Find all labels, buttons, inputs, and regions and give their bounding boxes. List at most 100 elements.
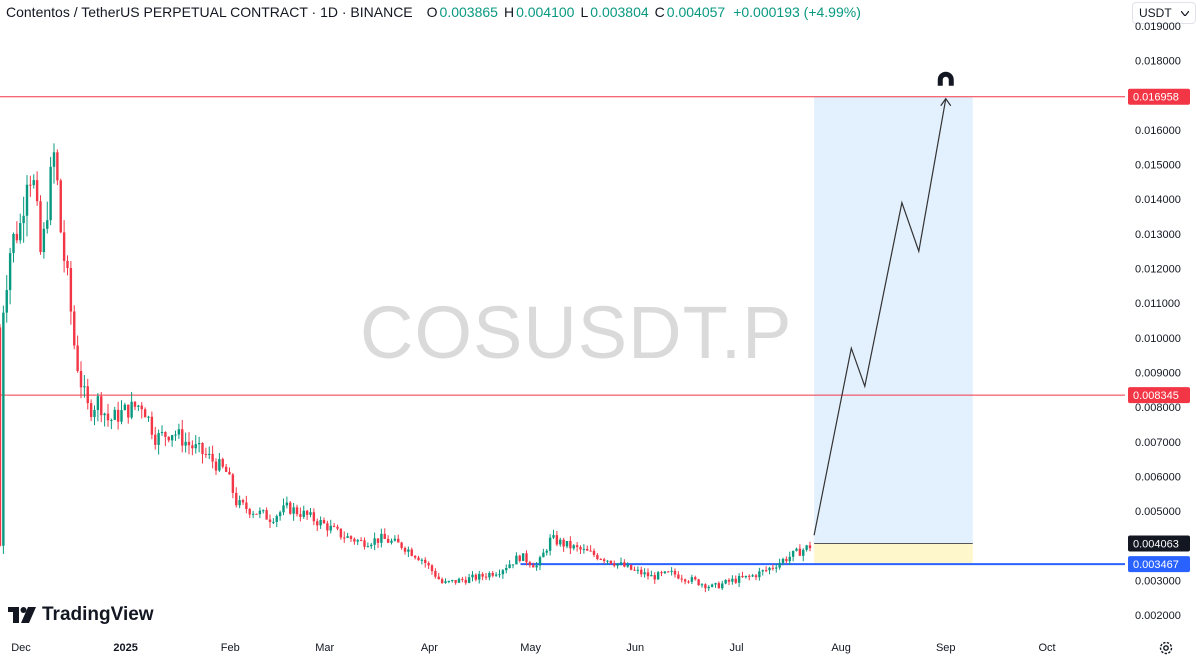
candle-body xyxy=(683,579,687,582)
candle-body xyxy=(808,545,812,549)
candle-body xyxy=(596,554,599,559)
candle-body xyxy=(407,549,410,552)
candle-body xyxy=(231,474,235,493)
candle-body xyxy=(464,579,467,583)
candle-body xyxy=(336,526,339,529)
candle-body xyxy=(140,405,143,410)
currency-selector[interactable]: USDT xyxy=(1132,2,1196,24)
candle-body xyxy=(640,569,643,575)
candle-body xyxy=(96,396,100,410)
candle-body xyxy=(22,215,25,224)
candle-body xyxy=(5,290,8,313)
candle-body xyxy=(258,510,262,515)
candles-group xyxy=(0,143,812,593)
candle-body xyxy=(386,538,390,543)
candle-body xyxy=(278,512,282,517)
projection-target-zone xyxy=(814,96,973,544)
candle-body xyxy=(758,571,761,578)
candle-body xyxy=(76,345,79,372)
candle-body xyxy=(694,577,697,580)
candle-body xyxy=(484,576,488,578)
time-tick-label: Mar xyxy=(315,642,334,654)
tradingview-logo[interactable]: TradingView xyxy=(8,604,154,626)
candle-body xyxy=(430,565,434,572)
candle-body xyxy=(424,559,427,564)
price-tag-label: 0.016958 xyxy=(1133,92,1179,104)
candle-body xyxy=(751,575,754,577)
candle-body xyxy=(589,550,592,552)
candle-body xyxy=(147,416,150,418)
candle-body xyxy=(771,567,775,569)
candle-body xyxy=(218,459,221,471)
candle-body xyxy=(170,435,174,441)
price-tick-label: 0.016000 xyxy=(1135,125,1181,137)
projection-arrow-head xyxy=(940,97,952,107)
candle-body xyxy=(778,562,781,568)
price-tag-label: 0.003467 xyxy=(1133,559,1179,571)
candle-body xyxy=(501,570,505,575)
candle-body xyxy=(326,523,329,531)
price-tag-box xyxy=(1128,535,1190,552)
candle-body xyxy=(187,441,191,446)
candle-body xyxy=(444,581,447,583)
time-axis-svg: Dec 2025 Feb Mar Apr May Jun Jul Aug Sep Oct xyxy=(11,642,1055,654)
candle-body xyxy=(265,510,268,520)
candle-body xyxy=(710,584,714,587)
tradingview-mark-icon xyxy=(8,607,36,623)
candle-body xyxy=(110,419,113,421)
price-axis-svg: 0.0020000.0030000.0040000.0050000.006000… xyxy=(1128,21,1190,622)
time-tick-label: Oct xyxy=(1038,642,1055,654)
candle-body xyxy=(653,575,656,580)
candle-body xyxy=(434,571,437,577)
brand-name: TradingView xyxy=(42,604,154,625)
candle-body xyxy=(370,544,373,547)
candle-body xyxy=(606,560,609,562)
candle-body xyxy=(559,539,562,545)
candle-body xyxy=(609,560,613,564)
candle-body xyxy=(673,570,677,575)
price-tick-label: 0.005000 xyxy=(1135,506,1181,518)
chart-pane[interactable]: COSUSDT.P Contentos / TetherUS PERPETUAL… xyxy=(0,0,1125,635)
candle-body xyxy=(19,223,22,241)
candle-body xyxy=(113,409,116,420)
candle-body xyxy=(154,434,157,445)
candle-body xyxy=(795,548,798,551)
price-tag-box xyxy=(1128,556,1190,573)
candle-body xyxy=(586,548,589,551)
price-tick-label: 0.010000 xyxy=(1135,333,1181,345)
time-tick-label: 2025 xyxy=(113,642,137,654)
time-tick-label: Sep xyxy=(936,642,956,654)
settings-gear-icon[interactable] xyxy=(1158,640,1174,656)
candle-body xyxy=(508,564,511,569)
candle-body xyxy=(437,576,440,580)
candle-body xyxy=(295,507,299,515)
candle-body xyxy=(251,513,255,515)
candle-body xyxy=(417,557,420,561)
candle-body xyxy=(734,578,737,583)
candle-body xyxy=(403,547,407,552)
candle-body xyxy=(565,541,569,547)
price-tick-label: 0.015000 xyxy=(1135,160,1181,172)
candle-body xyxy=(731,578,734,582)
candle-body xyxy=(137,405,140,407)
magnet-icon xyxy=(937,71,954,86)
candle-body xyxy=(353,538,356,542)
candle-body xyxy=(548,537,552,551)
legend-header: Contentos / TetherUS PERPETUAL CONTRACT … xyxy=(6,4,861,20)
candle-body xyxy=(224,466,228,472)
price-chart-svg[interactable] xyxy=(0,0,1125,635)
price-tick-label: 0.007000 xyxy=(1135,437,1181,449)
candle-body xyxy=(329,525,332,531)
candle-body xyxy=(359,540,363,542)
candle-body xyxy=(89,403,93,418)
candle-body xyxy=(717,583,721,589)
candle-body xyxy=(235,492,238,506)
price-axis[interactable]: USDT 0.0020000.0030000.0040000.0050000.0… xyxy=(1125,0,1200,635)
candle-body xyxy=(781,558,785,563)
time-axis[interactable]: Dec 2025 Feb Mar Apr May Jun Jul Aug Sep Oct xyxy=(0,635,1200,659)
time-tick-label: Jul xyxy=(729,642,743,654)
candle-body xyxy=(376,538,380,543)
candle-body xyxy=(542,552,545,558)
candle-body xyxy=(339,528,343,538)
candle-body xyxy=(748,575,751,577)
